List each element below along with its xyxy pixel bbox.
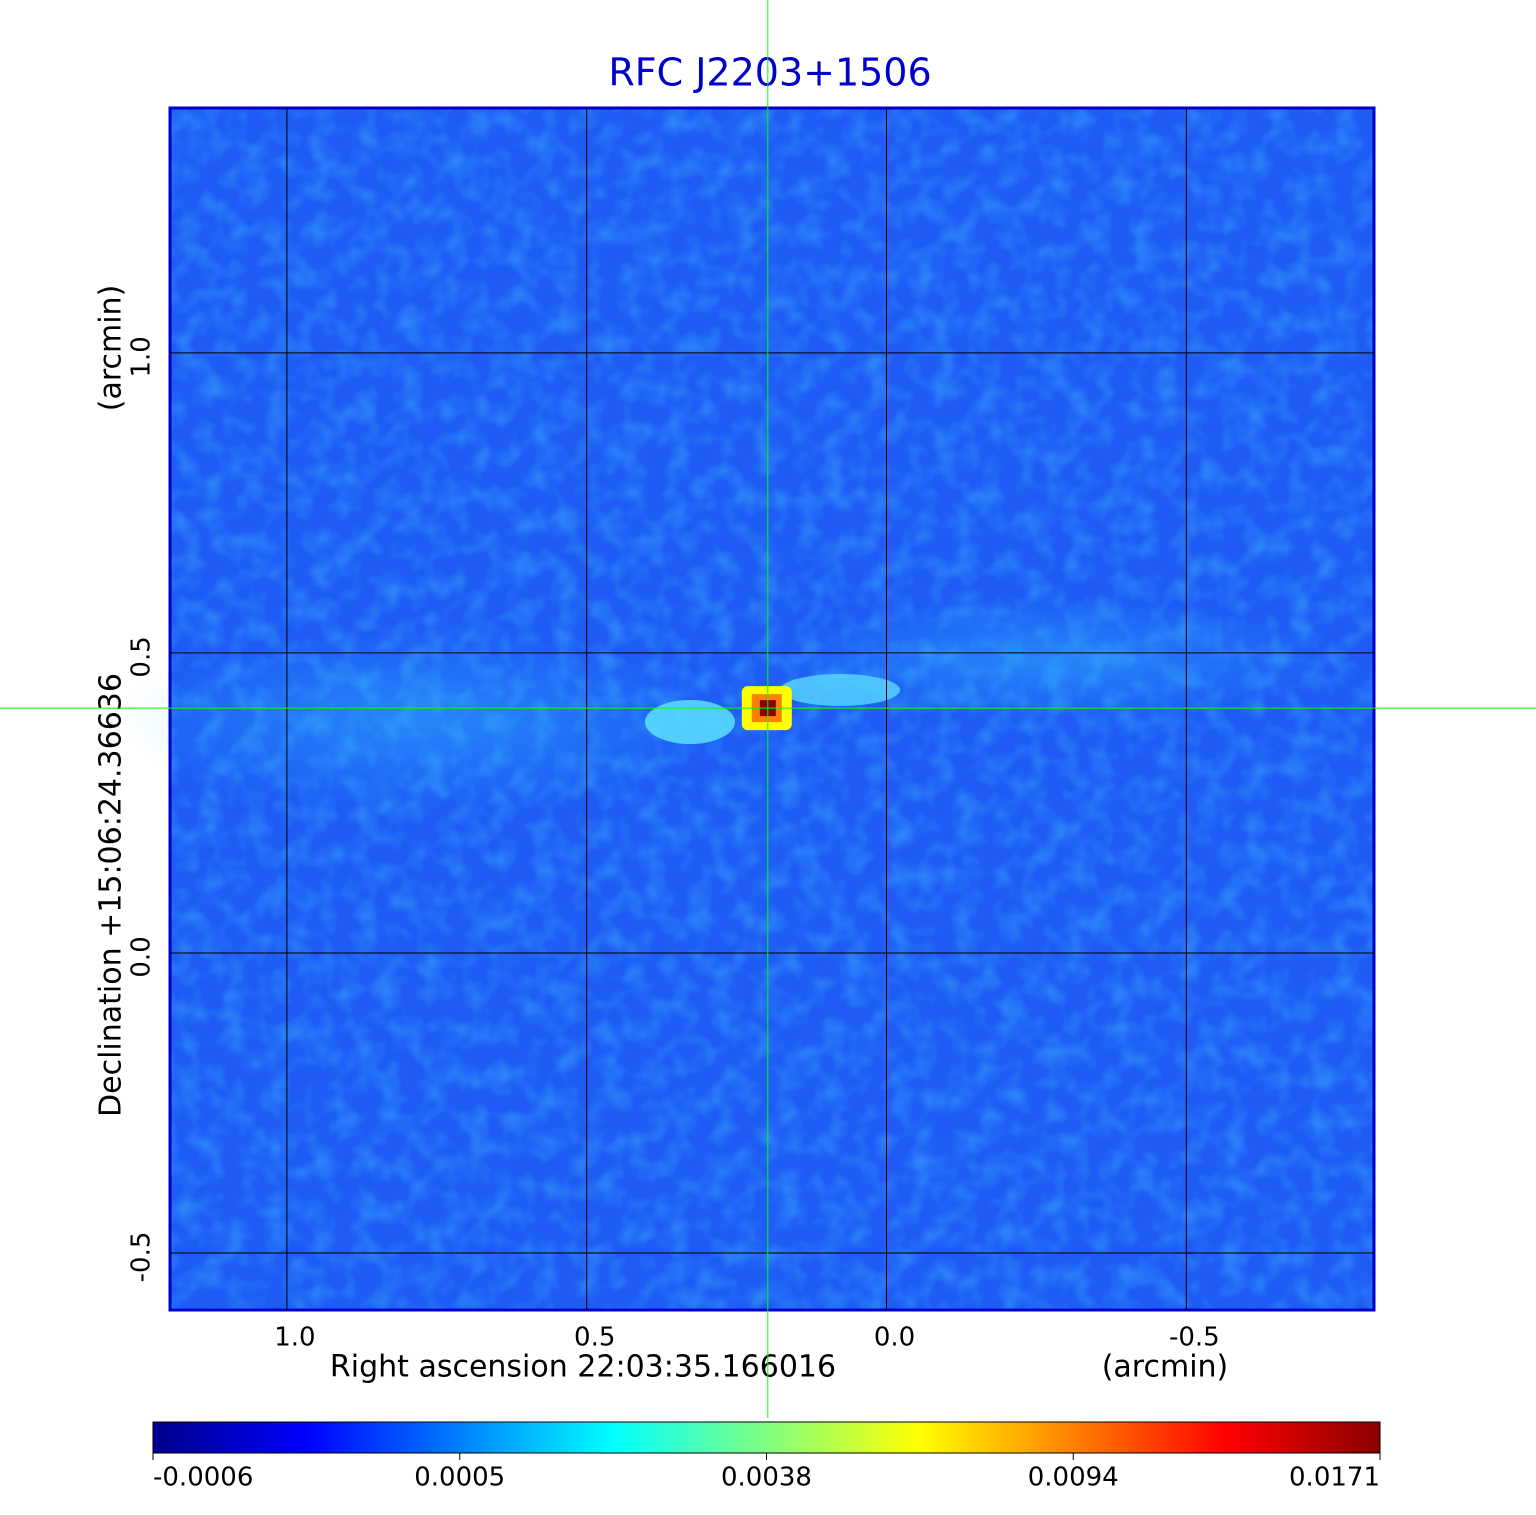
image-feature [120, 630, 720, 810]
chart-title: RFC J2203+1506 [608, 51, 931, 95]
y-axis-unit: (arcmin) [94, 285, 129, 412]
colorbar-tick-label: 0.0094 [1028, 1463, 1119, 1493]
x-tick-label: 0.5 [574, 1323, 615, 1353]
y-tick-label: -0.5 [127, 1232, 157, 1283]
colorbar-tick-label: 0.0038 [721, 1463, 812, 1493]
image-feature [780, 674, 900, 706]
colorbar-tick-label: 0.0171 [1289, 1463, 1380, 1493]
image-feature [645, 700, 735, 744]
colorbar-tick-label: 0.0005 [414, 1463, 505, 1493]
colorbar [152, 1421, 1381, 1454]
x-axis-label: Right ascension 22:03:35.166016 [330, 1350, 836, 1385]
x-tick-label: 1.0 [274, 1323, 315, 1353]
y-tick-label: 1.0 [127, 336, 157, 377]
x-tick-label: 0.0 [874, 1323, 915, 1353]
y-tick-label: 0.5 [127, 636, 157, 677]
image-feature [770, 600, 1330, 720]
x-tick-label: -0.5 [1169, 1323, 1220, 1353]
x-axis-unit: (arcmin) [1102, 1350, 1229, 1385]
y-tick-label: 0.0 [127, 936, 157, 977]
colorbar-tick-label: -0.0006 [153, 1463, 253, 1493]
y-axis-label: Declination +15:06:24.36636 [94, 673, 129, 1117]
plot-frame [168, 106, 1376, 1312]
